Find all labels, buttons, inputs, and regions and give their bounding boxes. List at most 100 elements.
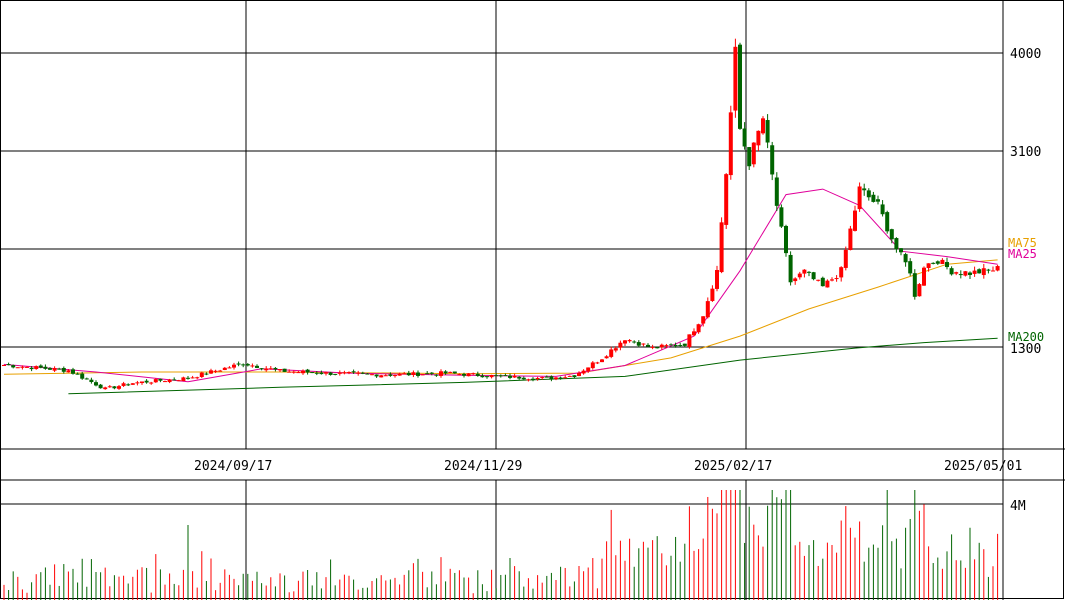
- candle-body: [687, 334, 692, 348]
- candle-body: [305, 369, 310, 373]
- candle-body: [268, 368, 273, 370]
- candle-body: [383, 375, 388, 377]
- candle-body: [563, 377, 568, 379]
- candle-body: [107, 386, 112, 388]
- candle-body: [480, 375, 485, 378]
- candle-body: [659, 344, 664, 348]
- candle-body: [894, 238, 899, 250]
- candle-body: [6, 364, 11, 366]
- candle-body: [181, 377, 186, 382]
- candle-body: [112, 386, 117, 389]
- candle-body: [140, 381, 144, 384]
- candle-body: [733, 46, 738, 111]
- candle-body: [958, 274, 963, 276]
- candle-body: [820, 277, 825, 287]
- candle-body: [397, 373, 402, 376]
- candle-body: [715, 270, 719, 289]
- candle-body: [43, 366, 48, 369]
- candle-body: [526, 379, 531, 381]
- candle-body: [278, 369, 282, 371]
- candle-body: [655, 347, 660, 349]
- candle-body: [981, 268, 986, 276]
- candle-body: [935, 261, 940, 264]
- candle-body: [807, 271, 811, 273]
- candle-body: [931, 262, 936, 264]
- candle-body: [862, 188, 867, 191]
- candle-body: [600, 359, 604, 363]
- candle-body: [761, 118, 765, 134]
- candle-body: [811, 272, 816, 280]
- candle-body: [627, 340, 632, 342]
- candle-body: [968, 272, 972, 275]
- candle-body: [57, 368, 62, 370]
- candle-body: [374, 374, 379, 377]
- ma75-label: MA75: [1008, 236, 1037, 250]
- candle-body: [572, 375, 577, 378]
- candle-body: [103, 387, 108, 390]
- candle-body: [347, 372, 351, 374]
- candle-body: [222, 367, 227, 371]
- candle-body: [75, 373, 80, 375]
- candle-body: [416, 372, 420, 376]
- candle-body: [581, 370, 586, 374]
- candle-body: [724, 174, 729, 225]
- candle-body: [558, 377, 563, 379]
- candle-body: [475, 373, 480, 376]
- candle-body: [34, 366, 39, 370]
- candle-body: [209, 370, 213, 374]
- candle-body: [540, 377, 545, 379]
- candle-body: [770, 145, 775, 175]
- candle-body: [889, 229, 894, 240]
- candle-body: [365, 373, 370, 375]
- ma25-line: [3, 188, 998, 383]
- candle-body: [641, 343, 646, 345]
- candle-body: [604, 356, 609, 359]
- candle-body: [880, 204, 885, 215]
- ma75-line: [3, 259, 998, 375]
- candle-body: [190, 377, 195, 379]
- candle-body: [609, 349, 614, 357]
- candle-body: [250, 365, 255, 367]
- candle-body: [797, 273, 802, 278]
- candle-body: [977, 269, 982, 274]
- candle-body: [774, 177, 779, 206]
- candle-body: [301, 370, 305, 374]
- candle-body: [623, 340, 627, 344]
- candle-body: [172, 379, 177, 381]
- candle-body: [94, 382, 98, 386]
- candle-body: [991, 270, 995, 272]
- candle-body: [443, 371, 448, 374]
- candle-body: [567, 375, 572, 377]
- candle-body: [15, 367, 20, 369]
- candle-body: [360, 372, 365, 374]
- candle-body: [425, 373, 430, 375]
- candle-body: [259, 368, 264, 370]
- candle-body: [945, 262, 949, 268]
- candle-body: [696, 324, 701, 333]
- candle-body: [705, 301, 710, 318]
- candle-body: [595, 362, 600, 364]
- candle-body: [664, 345, 669, 347]
- candle-body: [117, 386, 121, 389]
- candle-body: [471, 373, 476, 375]
- candle-body: [457, 374, 462, 376]
- candle-body: [121, 383, 126, 386]
- candle-body: [917, 284, 922, 297]
- candle-body: [411, 372, 416, 375]
- candle-body: [899, 248, 903, 253]
- candlestick-series: [2, 38, 1000, 390]
- candle-body: [908, 261, 913, 274]
- candle-body: [503, 375, 508, 377]
- candle-body: [255, 365, 259, 368]
- candle-body: [972, 270, 977, 274]
- candle-body: [871, 194, 876, 202]
- candle-body: [379, 375, 384, 378]
- candle-body: [517, 376, 522, 379]
- candle-body: [673, 344, 678, 347]
- candle-body: [163, 381, 167, 383]
- candle-body: [245, 364, 250, 366]
- candle-body: [719, 222, 724, 273]
- candle-body: [508, 375, 512, 378]
- candle-body: [439, 371, 443, 376]
